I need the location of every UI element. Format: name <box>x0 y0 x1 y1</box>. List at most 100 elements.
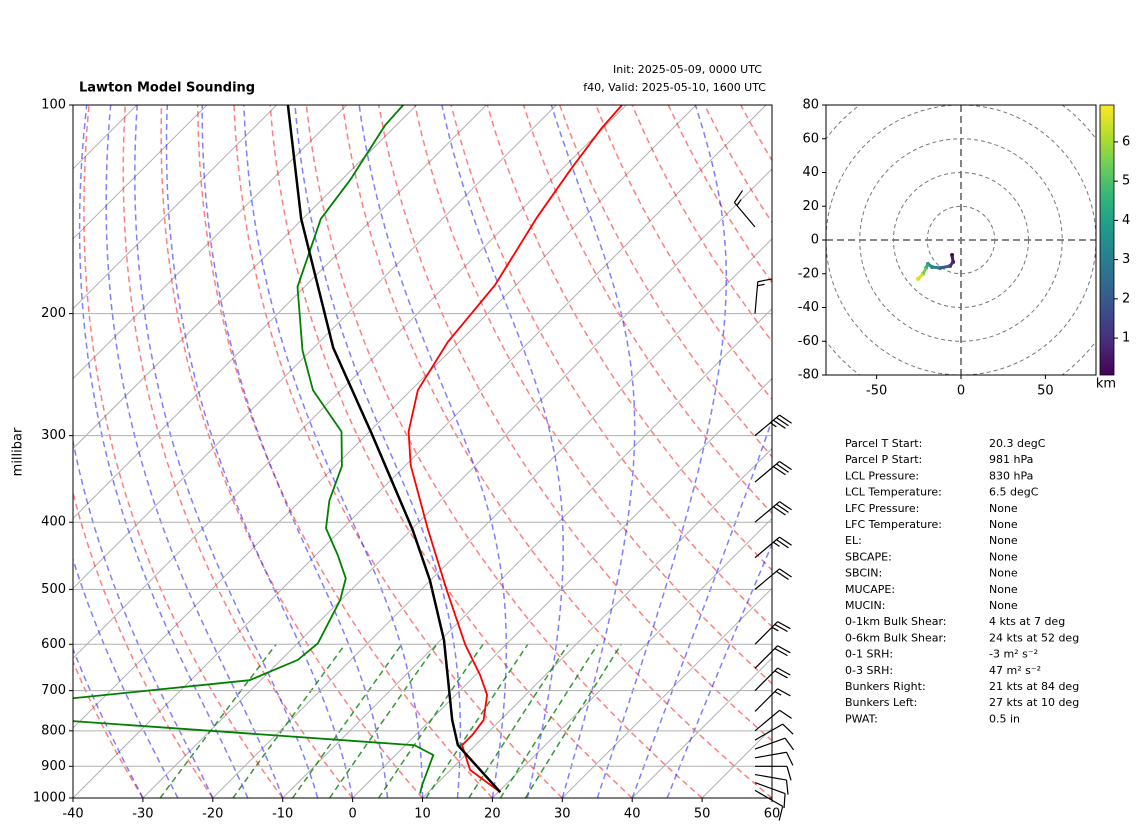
parameter-value: 24 kts at 52 deg <box>989 631 1079 644</box>
x-tick-label: -40 <box>62 807 83 822</box>
x-tick-label: 40 <box>624 807 641 822</box>
profile-line <box>286 105 502 794</box>
dry-adiabat <box>595 105 772 401</box>
dry-adiabat <box>305 105 703 798</box>
y-tick-label: 700 <box>41 683 66 698</box>
colorbar <box>1099 104 1115 376</box>
y-tick-label: 500 <box>41 582 66 597</box>
chart-title: Lawton Model Sounding <box>79 81 255 96</box>
parameter-value: None <box>989 518 1018 531</box>
skewt-plot <box>73 105 1142 798</box>
dry-adiabat <box>777 105 1142 798</box>
parameter-label: SBCAPE: <box>845 550 892 563</box>
dry-adiabat <box>73 490 214 798</box>
parameter-label: 0-6km Bulk Shear: <box>845 631 947 644</box>
parameter-value: 47 m² s⁻² <box>989 664 1041 677</box>
x-tick-label: 50 <box>694 807 711 822</box>
x-tick-label: -50 <box>866 384 887 399</box>
isotherm <box>73 105 278 310</box>
dry-adiabat <box>122 105 354 798</box>
parameter-value: 27 kts at 10 deg <box>989 696 1079 709</box>
isotherm <box>73 105 347 380</box>
parameter-value: 830 hPa <box>989 469 1033 482</box>
x-tick-label: 10 <box>414 807 431 822</box>
parameter-label: 0-3 SRH: <box>845 664 893 677</box>
wind-barb <box>754 688 791 712</box>
x-tick-label: -10 <box>272 807 293 822</box>
parameter-label: 0-1 SRH: <box>845 648 893 661</box>
y-tick-label: 0 <box>811 233 819 248</box>
x-tick-label: 60 <box>764 807 781 822</box>
moist-adiabat <box>73 557 179 798</box>
dry-adiabat <box>233 105 563 798</box>
wind-barb <box>754 723 794 741</box>
dry-adiabat <box>849 105 1142 798</box>
parameter-label: Bunkers Left: <box>845 696 917 709</box>
profile-line <box>407 105 623 793</box>
y-tick-label: -80 <box>798 368 819 383</box>
wind-barb <box>754 781 786 809</box>
dry-adiabat <box>703 105 772 224</box>
parameter-value: None <box>989 567 1018 580</box>
moist-adiabat <box>441 105 564 798</box>
isotherm <box>73 105 767 798</box>
moist-adiabat <box>666 542 772 798</box>
mixing-ratio-line <box>468 643 569 798</box>
plot-frame <box>72 104 773 799</box>
y-tick-label: 200 <box>41 306 66 321</box>
dry-adiabat <box>813 105 1142 798</box>
parameter-label: SBCIN: <box>845 567 882 580</box>
hodograph-plot <box>826 105 1096 375</box>
moist-adiabat <box>294 105 462 798</box>
isotherm <box>982 105 1142 798</box>
moist-adiabat <box>243 105 424 798</box>
y-tick-label: 300 <box>41 428 66 443</box>
y-tick-label: 400 <box>41 515 66 530</box>
wind-barb <box>754 278 773 314</box>
isotherm <box>352 377 772 798</box>
isotherm <box>631 657 772 798</box>
y-tick-label: 40 <box>802 165 819 180</box>
y-axis-label: millibar <box>11 427 26 476</box>
wind-barb <box>754 737 795 751</box>
wind-barb <box>754 536 792 559</box>
moist-adiabat <box>73 647 144 798</box>
parameter-value: None <box>989 502 1018 515</box>
isotherm <box>492 517 772 798</box>
moist-adiabat <box>165 105 354 798</box>
y-tick-label: 600 <box>41 637 66 652</box>
dry-adiabat <box>558 105 772 458</box>
mixing-ratio-line <box>159 643 277 798</box>
parameter-label: LFC Temperature: <box>845 518 942 531</box>
isotherm <box>73 105 627 659</box>
dry-adiabat <box>522 105 772 515</box>
dry-adiabat <box>160 105 424 798</box>
parameter-value: 0.5 in <box>989 712 1020 725</box>
parameter-label: LCL Pressure: <box>845 469 919 482</box>
colorbar-tick-label: 2 <box>1122 291 1130 306</box>
x-tick-label: 50 <box>1037 384 1054 399</box>
moist-adiabat <box>631 418 772 798</box>
isotherm <box>701 727 772 798</box>
parameter-value: 20.3 degC <box>989 437 1046 450</box>
colorbar-tick-label: 5 <box>1122 174 1130 189</box>
isotherm <box>73 105 487 520</box>
y-tick-label: 80 <box>802 98 819 113</box>
mixing-ratio-line <box>499 643 599 798</box>
moist-adiabat <box>358 105 508 798</box>
wind-barb <box>733 190 756 228</box>
colorbar-tick-label: 6 <box>1122 134 1130 149</box>
moist-adiabat <box>73 437 214 798</box>
dry-adiabat <box>740 105 772 162</box>
x-tick-label: 0 <box>957 384 965 399</box>
parameter-label: PWAT: <box>845 712 878 725</box>
isotherm <box>1052 105 1142 798</box>
x-tick-label: 20 <box>484 807 501 822</box>
parameter-label: Parcel T Start: <box>845 437 922 450</box>
wind-barb <box>754 645 791 669</box>
parameter-label: LCL Temperature: <box>845 486 942 499</box>
moist-adiabat <box>78 105 249 798</box>
moist-adiabat <box>550 105 636 798</box>
